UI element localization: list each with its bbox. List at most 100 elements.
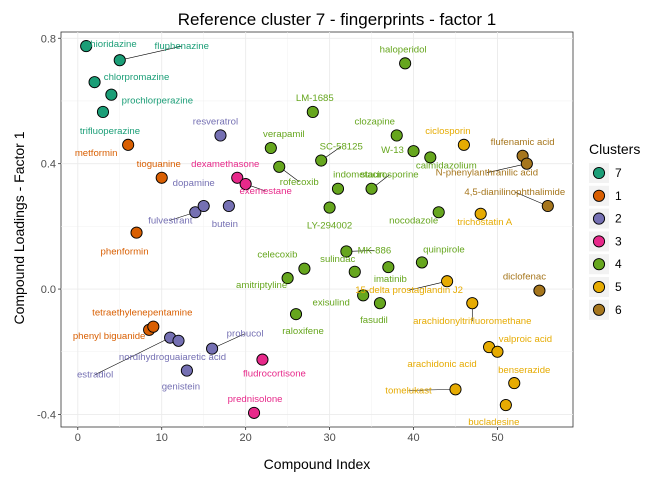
scatter-point <box>306 105 319 118</box>
scatter-point <box>432 206 445 219</box>
x-axis-title: Compound Index <box>264 456 371 472</box>
x-tick-label: 20 <box>240 432 252 444</box>
point-label: ciclosporin <box>425 126 470 137</box>
point-label: estradiol <box>77 370 113 381</box>
point-label: nocodazole <box>389 215 438 226</box>
point-label: resveratrol <box>193 116 238 127</box>
point-label: haloperidol <box>380 44 427 55</box>
x-tick-label: 30 <box>323 432 335 444</box>
chart-title: Reference cluster 7 - fingerprints - fac… <box>178 10 496 29</box>
point-label: probucol <box>227 329 264 340</box>
point-label: benserazide <box>498 365 550 376</box>
point-label: W-13 <box>381 145 404 156</box>
y-tick-label: 0.0 <box>41 284 56 296</box>
point-label: bucladesine <box>468 417 519 428</box>
scatter-point <box>222 199 235 213</box>
point-label: prednisolone <box>228 394 283 405</box>
point-label: diclofenac <box>503 272 546 283</box>
scatter-point <box>520 157 533 170</box>
scatter-point <box>96 105 110 118</box>
scatter-point <box>189 206 202 219</box>
scatter-point <box>206 342 219 355</box>
scatter-point <box>80 40 93 53</box>
point-label: butein <box>212 219 238 230</box>
point-label: phenyl biguanide <box>73 331 146 342</box>
point-label: phenformin <box>101 247 149 258</box>
point-label: chlorpromazine <box>104 72 170 83</box>
leader-line <box>408 389 456 391</box>
scatter-point <box>256 353 269 366</box>
x-tick-label: 50 <box>491 432 503 444</box>
legend-label: 1 <box>615 189 622 203</box>
point-label: celecoxib <box>257 250 297 261</box>
legend-label: 2 <box>615 212 622 226</box>
scatter-point <box>88 76 101 89</box>
point-label: exemestane <box>240 186 292 197</box>
scatter-point <box>466 297 479 310</box>
legend-label: 3 <box>615 234 622 248</box>
point-label: valproic acid <box>499 334 552 345</box>
point-label: quinpirole <box>423 244 465 255</box>
legend-key <box>592 189 606 202</box>
scatter-point <box>441 275 454 288</box>
legend-key <box>592 212 606 225</box>
scatter-point <box>415 256 428 269</box>
point-label: exisulind <box>312 297 349 308</box>
scatter-point <box>247 406 261 419</box>
scatter-point <box>407 145 420 158</box>
scatter-point <box>348 265 361 278</box>
scatter-point <box>340 245 353 258</box>
point-label: sulindac <box>320 254 355 265</box>
y-axis-title: Compound Loadings - Factor 1 <box>11 131 27 324</box>
scatter-point <box>214 129 227 142</box>
leader-line <box>94 337 171 375</box>
point-label: trifluoperazine <box>80 126 140 137</box>
plot-panel <box>60 31 574 428</box>
point-label: arachidonyltrifluoromethane <box>413 316 531 327</box>
scatter-point <box>357 289 370 302</box>
scatter-point <box>508 377 521 390</box>
leader-line <box>119 45 182 61</box>
scatter-point <box>365 182 378 195</box>
x-tick-label: 10 <box>156 432 168 444</box>
point-label: rofecoxib <box>280 177 319 188</box>
scatter-point <box>273 160 286 173</box>
point-label: thioridazine <box>88 39 137 50</box>
point-label: MK-886 <box>358 245 392 256</box>
scatter-point <box>105 88 118 101</box>
scatter-point <box>331 182 345 195</box>
legend: Clusters 7 1 2 3 4 5 6 <box>589 141 640 320</box>
scatter-point <box>399 57 412 70</box>
point-label: nordihydroguaiaretic acid <box>119 352 226 363</box>
legend-key <box>592 303 606 316</box>
scatter-point <box>147 320 160 333</box>
point-label: prochlorperazine <box>122 96 193 107</box>
point-label: trichostatin A <box>457 217 513 228</box>
point-label: clozapine <box>354 116 395 127</box>
scatter-point <box>449 383 462 396</box>
scatter-point <box>424 151 437 164</box>
point-label: LY-294002 <box>307 221 352 232</box>
label-leader-lines <box>94 45 548 391</box>
point-label: SC-58125 <box>320 142 363 153</box>
legend-label: 7 <box>615 166 622 180</box>
point-label: fludrocortisone <box>243 369 306 380</box>
point-label: flufenamic acid <box>491 137 555 148</box>
scatter-point <box>172 334 185 347</box>
scatter-point <box>382 261 395 274</box>
scatter-point <box>264 141 277 155</box>
y-tick-label: -0.4 <box>37 409 56 421</box>
scatter-point <box>130 226 143 239</box>
scatter-point <box>298 262 311 275</box>
scatter-point <box>457 138 470 151</box>
point-label: fasudil <box>360 315 388 326</box>
point-label: amitriptyline <box>236 280 287 291</box>
scatter-point <box>541 199 554 213</box>
point-label: N-phenylanthranilic acid <box>436 168 538 179</box>
point-label: imatinib <box>374 274 407 285</box>
point-label: LM-1685 <box>296 93 334 104</box>
point-label: indometacin <box>333 170 385 181</box>
scatter-point <box>533 284 546 297</box>
x-tick-label: 0 <box>75 432 81 444</box>
